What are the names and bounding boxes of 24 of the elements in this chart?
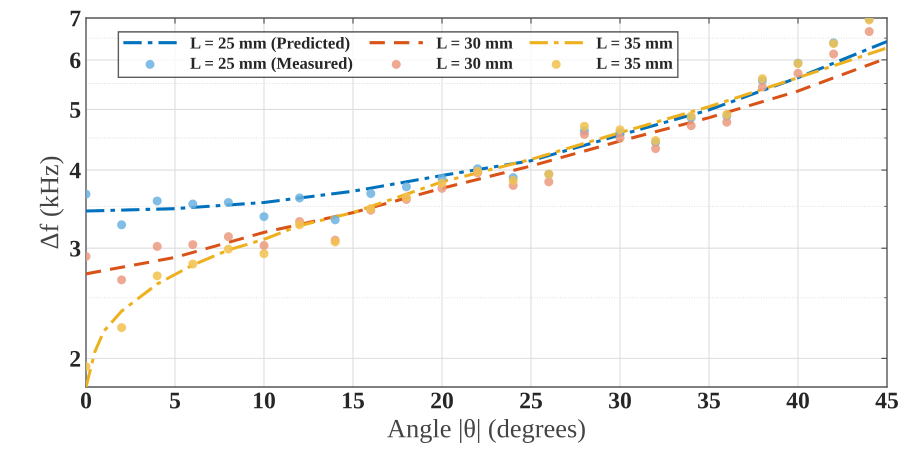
x-tick-label: 45 bbox=[876, 392, 898, 408]
y-tick-label: 3 bbox=[70, 240, 80, 257]
x-tick-label: 5 bbox=[170, 392, 180, 408]
legend-label: L = 30 mm bbox=[436, 37, 513, 49]
x-axis-title: Angle |θ| (degrees) bbox=[387, 418, 585, 443]
legend-label: L = 25 mm (Predicted) bbox=[190, 36, 350, 52]
y-tick-label: 2 bbox=[70, 350, 80, 367]
x-tick-label: 40 bbox=[786, 392, 809, 408]
x-tick-label: 30 bbox=[609, 392, 631, 408]
y-axis-title: Δf (kHz) bbox=[40, 156, 64, 248]
y-tick-label: 4 bbox=[70, 162, 81, 178]
x-tick-label: 15 bbox=[343, 392, 364, 408]
legend-label: L = 35 mm bbox=[596, 58, 673, 69]
legend-label: L = 35 mm bbox=[596, 38, 673, 49]
y-tick-label: 7 bbox=[70, 10, 81, 26]
x-tick-label: 20 bbox=[431, 392, 453, 408]
y-tick-label: 5 bbox=[70, 102, 80, 118]
x-tick-label: 25 bbox=[520, 392, 542, 408]
legend-label: L = 25 mm (Measured) bbox=[190, 57, 352, 72]
x-tick-label: 35 bbox=[698, 392, 720, 408]
y-tick-label: 6 bbox=[70, 52, 80, 68]
x-tick-label: 0 bbox=[80, 392, 92, 408]
x-tick-label: 10 bbox=[254, 392, 275, 408]
legend-label: L = 30 mm bbox=[436, 58, 513, 69]
